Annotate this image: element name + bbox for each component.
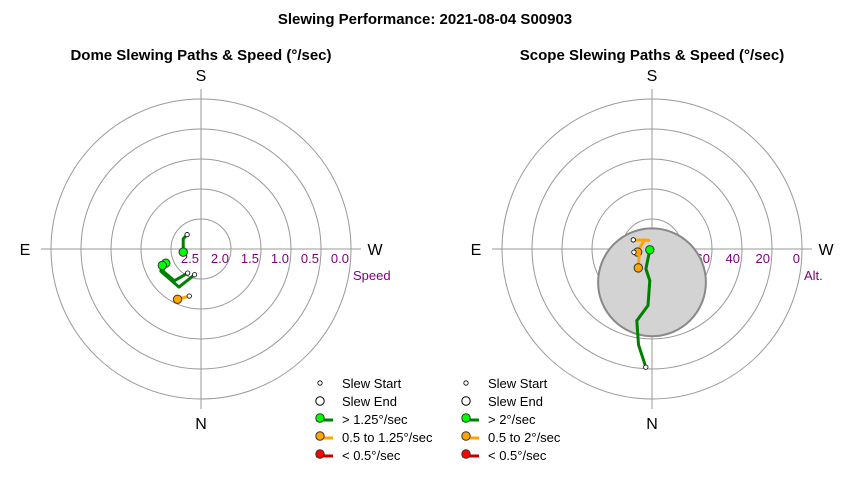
legend-marker (315, 449, 325, 459)
radial-tick-label: 1.0 (271, 251, 289, 266)
legend: Slew Start Slew End > 1.25°/sec 0.5 to 1.25… (315, 376, 433, 463)
legend-start-marker (317, 380, 323, 386)
legend-start-marker (463, 380, 469, 386)
radial-tick-label: 0.0 (331, 251, 349, 266)
slew-end-marker (172, 294, 183, 305)
legend-end-marker (461, 396, 471, 406)
radial-axis-label: Speed (353, 268, 391, 283)
radial-tick-label: 2.0 (211, 251, 229, 266)
legend-label: Slew Start (342, 376, 402, 391)
restricted-zone (597, 227, 707, 338)
dome-polar-chart: Dome Slewing Paths & Speed (°/sec) S N E W 2.… (20, 47, 433, 463)
chart-title: Dome Slewing Paths & Speed (°/sec) (70, 47, 331, 64)
legend-label: Slew End (488, 394, 543, 409)
legend-label: > 1.25°/sec (342, 412, 408, 427)
slew-start-marker (631, 249, 637, 255)
slew-start-marker (191, 272, 198, 278)
compass-label: W (367, 242, 383, 259)
legend-label: > 2°/sec (488, 412, 536, 427)
radial-axis-label: Alt. (804, 268, 823, 283)
slew-path (632, 250, 641, 270)
compass-label: E (20, 242, 31, 259)
legend-marker (461, 431, 471, 441)
compass-label: W (818, 242, 834, 259)
radial-tick-label: 1.5 (241, 251, 259, 266)
legend-marker (461, 413, 471, 423)
legend-marker (461, 449, 471, 459)
slew-start-marker (186, 293, 192, 299)
legend-label: 0.5 to 2°/sec (488, 430, 561, 445)
legend-label: Slew End (342, 394, 397, 409)
compass-label: S (196, 68, 207, 85)
legend-marker (315, 413, 325, 423)
slew-end-marker (157, 260, 168, 271)
legend-end-marker (315, 396, 325, 406)
slew-start-marker (185, 270, 191, 276)
radial-tick-label: 0 (793, 251, 800, 266)
legend-label: 0.5 to 1.25°/sec (342, 430, 433, 445)
radial-tick-label: 20 (756, 251, 770, 266)
legend-label: < 0.5°/sec (488, 448, 547, 463)
legend: Slew Start Slew End > 2°/sec 0.5 to 2°/sec <… (461, 376, 561, 463)
compass-label: N (195, 416, 207, 433)
slew-end-marker (633, 263, 643, 273)
radial-tick-label: 40 (726, 251, 740, 266)
compass-label: E (471, 242, 482, 259)
slew-path (631, 238, 651, 254)
slew-end-marker (178, 247, 188, 257)
compass-label: S (647, 68, 658, 85)
slew-start-marker (643, 364, 649, 370)
legend-marker (315, 431, 325, 441)
slew-path (635, 248, 652, 369)
compass-label: N (646, 416, 658, 433)
slew-end-marker (645, 245, 655, 255)
legend-label: Slew Start (488, 376, 548, 391)
scope-polar-chart: Scope Slewing Paths & Speed (°/sec)SNEW8… (461, 47, 834, 463)
main-title: Slewing Performance: 2021-08-04 S00903 (278, 11, 572, 28)
slew-start-marker (184, 232, 190, 238)
radial-tick-label: 0.5 (301, 251, 319, 266)
legend-label: < 0.5°/sec (342, 448, 401, 463)
slew-start-marker (630, 237, 636, 243)
chart-title: Scope Slewing Paths & Speed (°/sec) (520, 47, 784, 64)
